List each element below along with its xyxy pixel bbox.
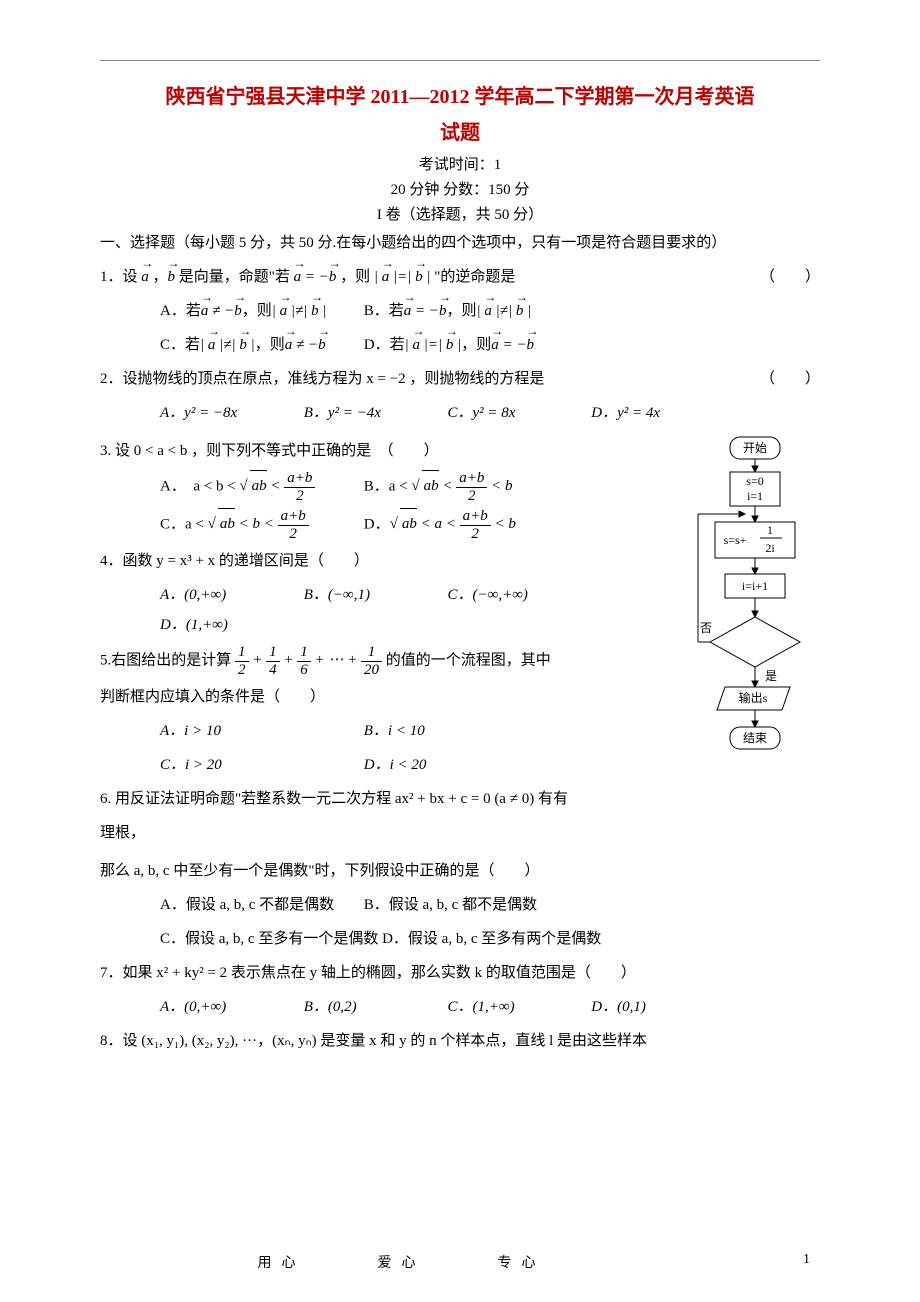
footer-text: 用心 爱心 专心 bbox=[258, 1256, 546, 1271]
fc-yes: 是 bbox=[765, 669, 777, 683]
q6-stem3: 那么 a, b, c 中至少有一个是偶数"时，下列假设中正确的是（ ） bbox=[100, 856, 820, 886]
q3-options-row1: A． a < b < ab < a+b2 B．a < ab < a+b2 < b bbox=[160, 470, 680, 504]
page-footer: 用心 爱心 专心 1 bbox=[0, 1252, 920, 1272]
q1-options-row2: C．若| a |≠| b |，则a ≠ −b D．若| a |=| b |，则a… bbox=[160, 330, 820, 360]
fc-out: 输出s bbox=[739, 690, 768, 705]
q5-options-row1: A．i > 10 B．i < 10 bbox=[160, 716, 680, 746]
q3A-pre: A． a < b < bbox=[160, 478, 239, 494]
q3B-pre: B．a < bbox=[364, 478, 412, 494]
q1-post: 是向量，命题"若 bbox=[179, 269, 290, 285]
q2C: C．y² = 8x bbox=[448, 398, 588, 428]
q1-post2: ，则 bbox=[340, 269, 370, 285]
fc-init2: i=1 bbox=[747, 489, 763, 503]
title-line1: 陕西省宁强县天津中学 2011—2012 学年高二下学期第一次月考英语 bbox=[100, 81, 820, 113]
q2D: D．y² = 4x bbox=[591, 398, 731, 428]
q7D: D．(0,1) bbox=[591, 992, 731, 1022]
fc-no: 否 bbox=[700, 621, 712, 635]
q7C: C．(1,+∞) bbox=[448, 992, 588, 1022]
q1B-mid: ，则 bbox=[447, 303, 477, 319]
exam-time: 考试时间：1 bbox=[100, 153, 820, 174]
q1B-pre: B．若 bbox=[364, 303, 404, 319]
q2-options: A．y² = −8x B．y² = −4x C．y² = 8x D．y² = 4… bbox=[160, 398, 820, 428]
q7A: A．(0,+∞) bbox=[160, 992, 300, 1022]
q4C: C．(−∞,+∞) bbox=[448, 580, 588, 610]
page-number: 1 bbox=[803, 1252, 810, 1268]
q2-paren: （ ） bbox=[760, 364, 820, 394]
q1A-pre: A．若 bbox=[160, 303, 201, 319]
q5A: A．i > 10 bbox=[160, 716, 360, 746]
q6-stem1: 6. 用反证法证明命题"若整系数一元二次方程 ax² + bx + c = 0 … bbox=[100, 784, 680, 814]
flowchart-diagram: 开始 s=0 i=1 s=s+ 1 2i i=i+1 否 是 输出s 结束 bbox=[690, 432, 820, 762]
q2-text: 2．设抛物线的顶点在原点，准线方程为 x = −2 ，则抛物线的方程是 bbox=[100, 371, 544, 387]
q3-stem: 3. 设 0 < a < b ，则下列不等式中正确的是 （ ） bbox=[100, 436, 680, 466]
q8-stem: 8．设 (x₁, y₁), (x₂, y₂), ···，(xₙ, yₙ) 是变量… bbox=[100, 1026, 820, 1056]
q4D: D．(1,+∞) bbox=[160, 610, 300, 640]
q5-options-row2: C．i > 20 D．i < 20 bbox=[160, 750, 680, 780]
q7-options: A．(0,+∞) B．(0,2) C．(1,+∞) D．(0,1) bbox=[160, 992, 820, 1022]
part-label: I 卷（选择题，共 50 分） bbox=[100, 203, 820, 224]
q1D-mid: ，则 bbox=[461, 337, 491, 353]
q6C: C．假设 a, b, c 至多有一个是偶数 bbox=[160, 924, 378, 954]
q6-options-row1: A．假设 a, b, c 不都是偶数 B．假设 a, b, c 都不是偶数 bbox=[160, 890, 820, 920]
q3C-pre: C．a < bbox=[160, 516, 208, 532]
q6A: A．假设 a, b, c 不都是偶数 bbox=[160, 890, 360, 920]
q6-stem2: 理根， bbox=[100, 818, 680, 848]
q5-pre: 5.右图给出的是计算 bbox=[100, 652, 231, 668]
q1-pre: 1．设 bbox=[100, 269, 138, 285]
fc-proc1-den: 2i bbox=[765, 541, 775, 555]
q4-stem: 4．函数 y = x³ + x 的递增区间是（ ） bbox=[100, 546, 680, 576]
top-rule bbox=[100, 60, 820, 61]
q1C-pre: C．若 bbox=[160, 337, 200, 353]
q5-stem: 5.右图给出的是计算 12 + 14 + 16 + ⋯ + 120 的值的一个流… bbox=[100, 644, 680, 678]
q3D-pre: D． bbox=[364, 516, 390, 532]
q2A: A．y² = −8x bbox=[160, 398, 300, 428]
fc-proc1-num: 1 bbox=[767, 523, 773, 537]
q6D: D．假设 a, b, c 至多有两个是偶数 bbox=[382, 924, 601, 954]
q2-stem: 2．设抛物线的顶点在原点，准线方程为 x = −2 ，则抛物线的方程是 （ ） bbox=[100, 364, 820, 394]
q5D: D．i < 20 bbox=[364, 750, 564, 780]
q5B: B．i < 10 bbox=[364, 716, 564, 746]
duration-score: 20 分钟 分数：150 分 bbox=[100, 178, 820, 199]
q1-options-row1: A．若a ≠ −b，则| a |≠| b | B．若a = −b，则| a |≠… bbox=[160, 296, 820, 326]
q1-post3: "的逆命题是 bbox=[434, 269, 515, 285]
fc-proc1-lhs: s=s+ bbox=[724, 533, 747, 547]
fc-proc2: i=i+1 bbox=[742, 579, 768, 593]
q4B: B．(−∞,1) bbox=[304, 580, 444, 610]
fc-init1: s=0 bbox=[746, 474, 763, 488]
q1C-mid: ，则 bbox=[255, 337, 285, 353]
q4A: A．(0,+∞) bbox=[160, 580, 300, 610]
q4-options: A．(0,+∞) B．(−∞,1) C．(−∞,+∞) D．(1,+∞) bbox=[160, 580, 680, 640]
q6B: B．假设 a, b, c 都不是偶数 bbox=[364, 890, 564, 920]
q7-stem: 7．如果 x² + ky² = 2 表示焦点在 y 轴上的椭圆，那么实数 k 的… bbox=[100, 958, 820, 988]
q7B: B．(0,2) bbox=[304, 992, 444, 1022]
section1-heading: 一、选择题（每小题 5 分，共 50 分.在每小题给出的四个选项中，只有一项是符… bbox=[100, 228, 820, 258]
q5-stem2: 判断框内应填入的条件是（ ） bbox=[100, 682, 680, 712]
q3-options-row2: C．a < ab < b < a+b2 D．ab < a < a+b2 < b bbox=[160, 508, 680, 542]
q6-options-row2: C．假设 a, b, c 至多有一个是偶数 D．假设 a, b, c 至多有两个… bbox=[160, 924, 820, 954]
title-line2: 试题 bbox=[100, 117, 820, 149]
q2B: B．y² = −4x bbox=[304, 398, 444, 428]
q5C: C．i > 20 bbox=[160, 750, 360, 780]
fc-end: 结束 bbox=[743, 731, 767, 745]
q1-paren: （ ） bbox=[760, 262, 820, 292]
fc-start: 开始 bbox=[743, 441, 767, 455]
q1A-mid: ，则 bbox=[242, 303, 272, 319]
q1D-pre: D．若 bbox=[364, 337, 405, 353]
q5-post: 的值的一个流程图，其中 bbox=[386, 652, 551, 668]
